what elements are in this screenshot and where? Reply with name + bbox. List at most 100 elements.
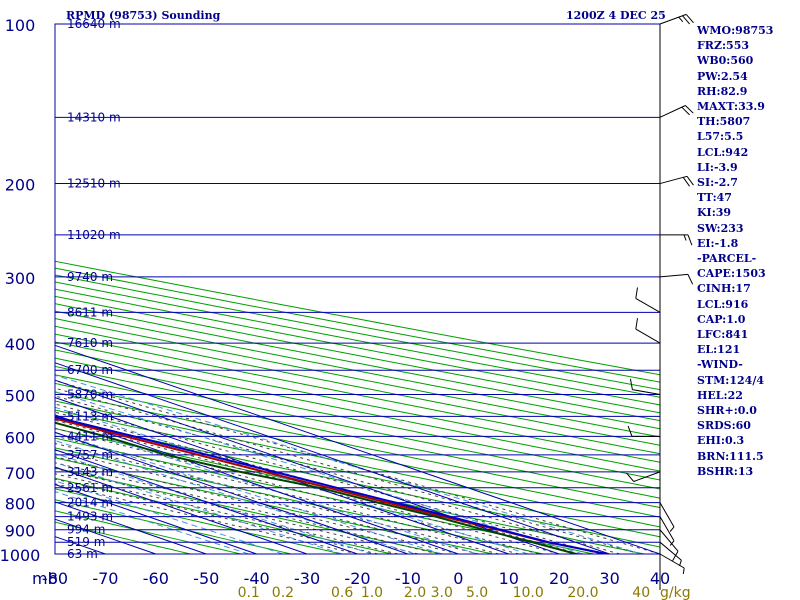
index-value: EI:-1.8 xyxy=(697,236,739,250)
index-value: SW:233 xyxy=(697,221,744,235)
wind-barb-flag xyxy=(687,274,694,285)
index-value: CAP:1.0 xyxy=(697,312,746,326)
index-value: LCL:916 xyxy=(697,297,749,311)
wind-barb xyxy=(659,273,688,278)
temperature-tick-label: -20 xyxy=(344,569,370,588)
mixing-ratio-line xyxy=(55,491,249,554)
wind-barb-flag xyxy=(685,14,694,24)
wind-barb-flag xyxy=(682,567,685,574)
wind-barb-flag xyxy=(685,105,694,114)
pressure-tick-label: 900 xyxy=(5,522,36,541)
index-value: STM:124/4 xyxy=(697,373,764,387)
height-label: 6700 m xyxy=(67,363,113,377)
pressure-tick-label: 800 xyxy=(5,495,36,514)
index-value: LCL:942 xyxy=(697,145,749,159)
index-value: LI:-3.9 xyxy=(697,160,738,174)
index-value: PW:2.54 xyxy=(697,69,748,83)
height-label: 12510 m xyxy=(67,177,121,191)
temperature-tick-label: -30 xyxy=(294,569,320,588)
mixing-ratio-label: 2.0 xyxy=(404,585,426,600)
height-label: 4411 m xyxy=(67,429,113,443)
wind-barb-flag xyxy=(626,472,635,482)
index-value: LFC:841 xyxy=(697,328,749,342)
moist-adiabat-line xyxy=(55,427,540,554)
moist-adiabat-line xyxy=(55,380,660,554)
index-value: -WIND- xyxy=(697,358,743,372)
index-value: TH:5807 xyxy=(697,115,751,129)
isotherm-line xyxy=(55,379,560,554)
wind-barb xyxy=(659,502,675,528)
isotherm-line xyxy=(55,362,610,554)
temperature-tick-label: -50 xyxy=(193,569,219,588)
grid xyxy=(55,24,660,554)
mixing-ratio-label: 0.2 xyxy=(272,585,294,600)
height-label: 5870 m xyxy=(67,387,113,401)
wind-barb-flag xyxy=(669,540,675,546)
index-value: EL:121 xyxy=(697,343,741,357)
mixing-ratio-line xyxy=(55,406,529,554)
observation-time: 1200Z 4 DEC 25 xyxy=(566,9,666,22)
temperature-tick-label: 30 xyxy=(599,569,619,588)
wind-barb-flag xyxy=(682,15,691,25)
chart-title: RPMD (98753) Sounding xyxy=(66,9,221,22)
index-value: SI:-2.7 xyxy=(697,176,738,190)
index-value: L57:5.5 xyxy=(697,130,744,144)
wind-barb-flag xyxy=(635,287,638,299)
moist-adiabat-line xyxy=(55,467,419,554)
height-label: 5113 m xyxy=(67,409,113,423)
wind-barb xyxy=(659,13,687,25)
height-label: 9740 m xyxy=(67,270,113,284)
wind-barb xyxy=(633,471,661,482)
moist-adiabat-line xyxy=(55,478,378,554)
pressure-tick-label: 700 xyxy=(5,464,36,483)
pressure-unit-label: mb xyxy=(32,569,58,588)
sounding-profiles xyxy=(55,415,607,554)
wind-barb-flag xyxy=(672,550,679,562)
wind-barb xyxy=(635,297,661,313)
height-label: 1493 m xyxy=(67,510,113,524)
isotherm-line xyxy=(55,414,459,554)
wind-barb xyxy=(659,553,685,569)
height-label: 994 m xyxy=(67,523,105,537)
wind-barb-flag xyxy=(669,526,675,532)
pressure-tick-label: 400 xyxy=(5,335,36,354)
dry-adiabat-line xyxy=(55,400,660,528)
mixing-ratio-label: 1.0 xyxy=(361,585,383,600)
temperature-tick-label: -40 xyxy=(244,569,270,588)
wind-barb-flag xyxy=(627,425,633,437)
wind-barb xyxy=(632,389,661,395)
temperature-tick-label: 10 xyxy=(499,569,519,588)
mixing-ratio-label: 3.0 xyxy=(431,585,453,600)
pressure-tick-label: 100 xyxy=(5,16,36,35)
isotherm-line xyxy=(55,344,660,554)
wind-barb-flag xyxy=(686,176,694,186)
height-label: 2014 m xyxy=(67,496,113,510)
index-value: TT:47 xyxy=(697,191,732,205)
index-value: CINH:17 xyxy=(697,282,751,296)
wind-barb xyxy=(659,529,679,552)
height-label: 8611 m xyxy=(67,305,113,319)
index-value: SHR+:0.0 xyxy=(697,404,757,418)
temperature-tick-label: -80 xyxy=(42,569,68,588)
mixing-ratio-label: 0.1 xyxy=(238,585,260,600)
mixing-ratio-line xyxy=(55,462,343,554)
index-value: WMO:98753 xyxy=(697,24,774,37)
pressure-tick-label: 300 xyxy=(5,269,36,288)
dry-adiabat-line xyxy=(55,488,342,554)
index-value: KI:39 xyxy=(697,206,732,220)
index-value: FRZ:553 xyxy=(697,39,750,53)
wind-barb-flag xyxy=(681,106,690,116)
parcel-profile xyxy=(55,415,607,554)
wind-barb-flag xyxy=(629,378,633,390)
moist-adiabat-line xyxy=(55,462,439,554)
mixing-ratio-label: 0.6 xyxy=(331,585,353,600)
pressure-tick-label: 500 xyxy=(5,386,36,405)
index-value: SRDS:60 xyxy=(697,419,751,433)
pressure-tick-label: 600 xyxy=(5,428,36,447)
temperature-tick-label: -10 xyxy=(395,569,421,588)
dry-adiabat-line xyxy=(55,477,393,554)
mixing-ratio-label: 20.0 xyxy=(567,585,598,600)
height-label: 11020 m xyxy=(67,228,121,242)
